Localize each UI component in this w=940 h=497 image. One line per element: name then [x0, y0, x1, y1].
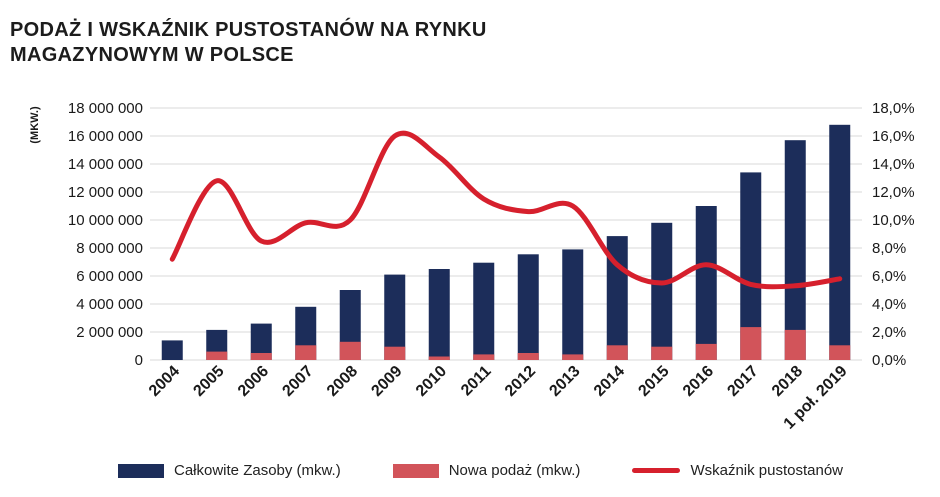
x-tick-label: 2017 [724, 363, 761, 400]
y-tick-label-left: 16 000 000 [68, 128, 143, 145]
bar-total [695, 206, 717, 360]
x-tick-label: 2013 [546, 363, 583, 400]
bar-total [250, 323, 272, 360]
y-tick-label-left: 18 000 000 [68, 100, 143, 117]
legend-swatch-total [118, 463, 164, 478]
bar-total [428, 269, 450, 360]
bar-total [784, 140, 806, 360]
bar-total [161, 340, 183, 360]
bar-total [651, 222, 673, 360]
bar-supply [829, 345, 851, 360]
bar-total [384, 274, 406, 360]
legend-swatch-supply [392, 463, 439, 478]
x-tick-label: 2009 [368, 363, 405, 400]
y-tick-label-right: 14,0% [872, 156, 915, 173]
chart-title-line-2: MAGAZYNOWYM W POLSCE [10, 44, 294, 66]
bar-total [562, 249, 584, 360]
x-tick-label: 2015 [635, 363, 672, 400]
x-tick-label: 2012 [502, 363, 539, 400]
y-tick-label-left: 10 000 000 [68, 212, 143, 229]
x-tick-label: 2006 [235, 363, 272, 400]
chart-legend: Całkowite Zasoby (mkw.) Nowa podaż (mkw.… [118, 462, 895, 479]
y-tick-label-right: 16,0% [872, 128, 915, 145]
chart-title: PODAŻ I WSKAŹNIK PUSTOSTANÓW NA RYNKU MA… [10, 18, 487, 68]
x-tick-label: 2016 [680, 363, 717, 400]
y-tick-label-left: 8 000 000 [76, 240, 143, 257]
y-tick-label-left: 2 000 000 [76, 324, 143, 341]
bar-supply [517, 353, 539, 360]
x-tick-label: 2005 [190, 363, 227, 400]
x-tick-label: 2010 [413, 363, 450, 400]
y-tick-label-left: 4 000 000 [76, 296, 143, 313]
y-tick-label-left: 0 [135, 352, 143, 369]
legend-item-supply: Nowa podaż (mkw.) [392, 462, 581, 479]
bar-supply [740, 327, 762, 360]
bar-supply [428, 356, 450, 360]
bar-total [740, 172, 762, 360]
y-tick-label-left: 12 000 000 [68, 184, 143, 201]
legend-item-vacancy: Wskaźnik pustostanów [632, 462, 843, 479]
y-tick-label-left: 6 000 000 [76, 268, 143, 285]
x-tick-label: 2011 [458, 363, 495, 400]
y-tick-label-right: 2,0% [872, 324, 906, 341]
y-tick-label-right: 6,0% [872, 268, 906, 285]
bar-total [517, 254, 539, 360]
x-tick-label: 2018 [769, 363, 806, 400]
line-vacancy-rate [169, 130, 843, 290]
chart-title-line-1: PODAŻ I WSKAŹNIK PUSTOSTANÓW NA RYNKU [10, 19, 487, 41]
bar-supply [562, 354, 584, 360]
bar-total [829, 124, 851, 360]
bar-supply [651, 346, 673, 360]
y-tick-label-right: 18,0% [872, 100, 915, 117]
bar-total [473, 262, 495, 360]
x-tick-label: 2014 [591, 363, 628, 400]
bar-supply [339, 341, 361, 360]
bar-supply [384, 346, 406, 360]
legend-label-vacancy: Wskaźnik pustostanów [690, 462, 844, 479]
y-tick-label-right: 0,0% [872, 352, 906, 369]
y-tick-label-right: 10,0% [872, 212, 915, 229]
bar-supply [606, 345, 628, 360]
bar-supply [295, 345, 317, 360]
bar-supply [206, 351, 228, 360]
bar-supply [695, 343, 717, 360]
x-tick-label: 2007 [279, 363, 316, 400]
legend-swatch-vacancy [632, 468, 681, 473]
legend-label-total: Całkowite Zasoby (mkw.) [174, 462, 341, 479]
bar-supply [250, 353, 272, 360]
bar-supply [784, 329, 806, 360]
y-tick-label-right: 12,0% [872, 184, 915, 201]
legend-label-supply: Nowa podaż (mkw.) [448, 462, 581, 479]
legend-item-total: Całkowite Zasoby (mkw.) [118, 462, 341, 479]
y-tick-label-left: 14 000 000 [68, 156, 143, 173]
bar-supply [473, 354, 495, 360]
x-tick-label: 2004 [146, 363, 183, 400]
y-axis-label: (MKW.) [29, 106, 41, 144]
x-tick-label: 2008 [324, 363, 361, 400]
y-tick-label-right: 8,0% [872, 240, 906, 257]
y-tick-label-right: 4,0% [872, 296, 906, 313]
